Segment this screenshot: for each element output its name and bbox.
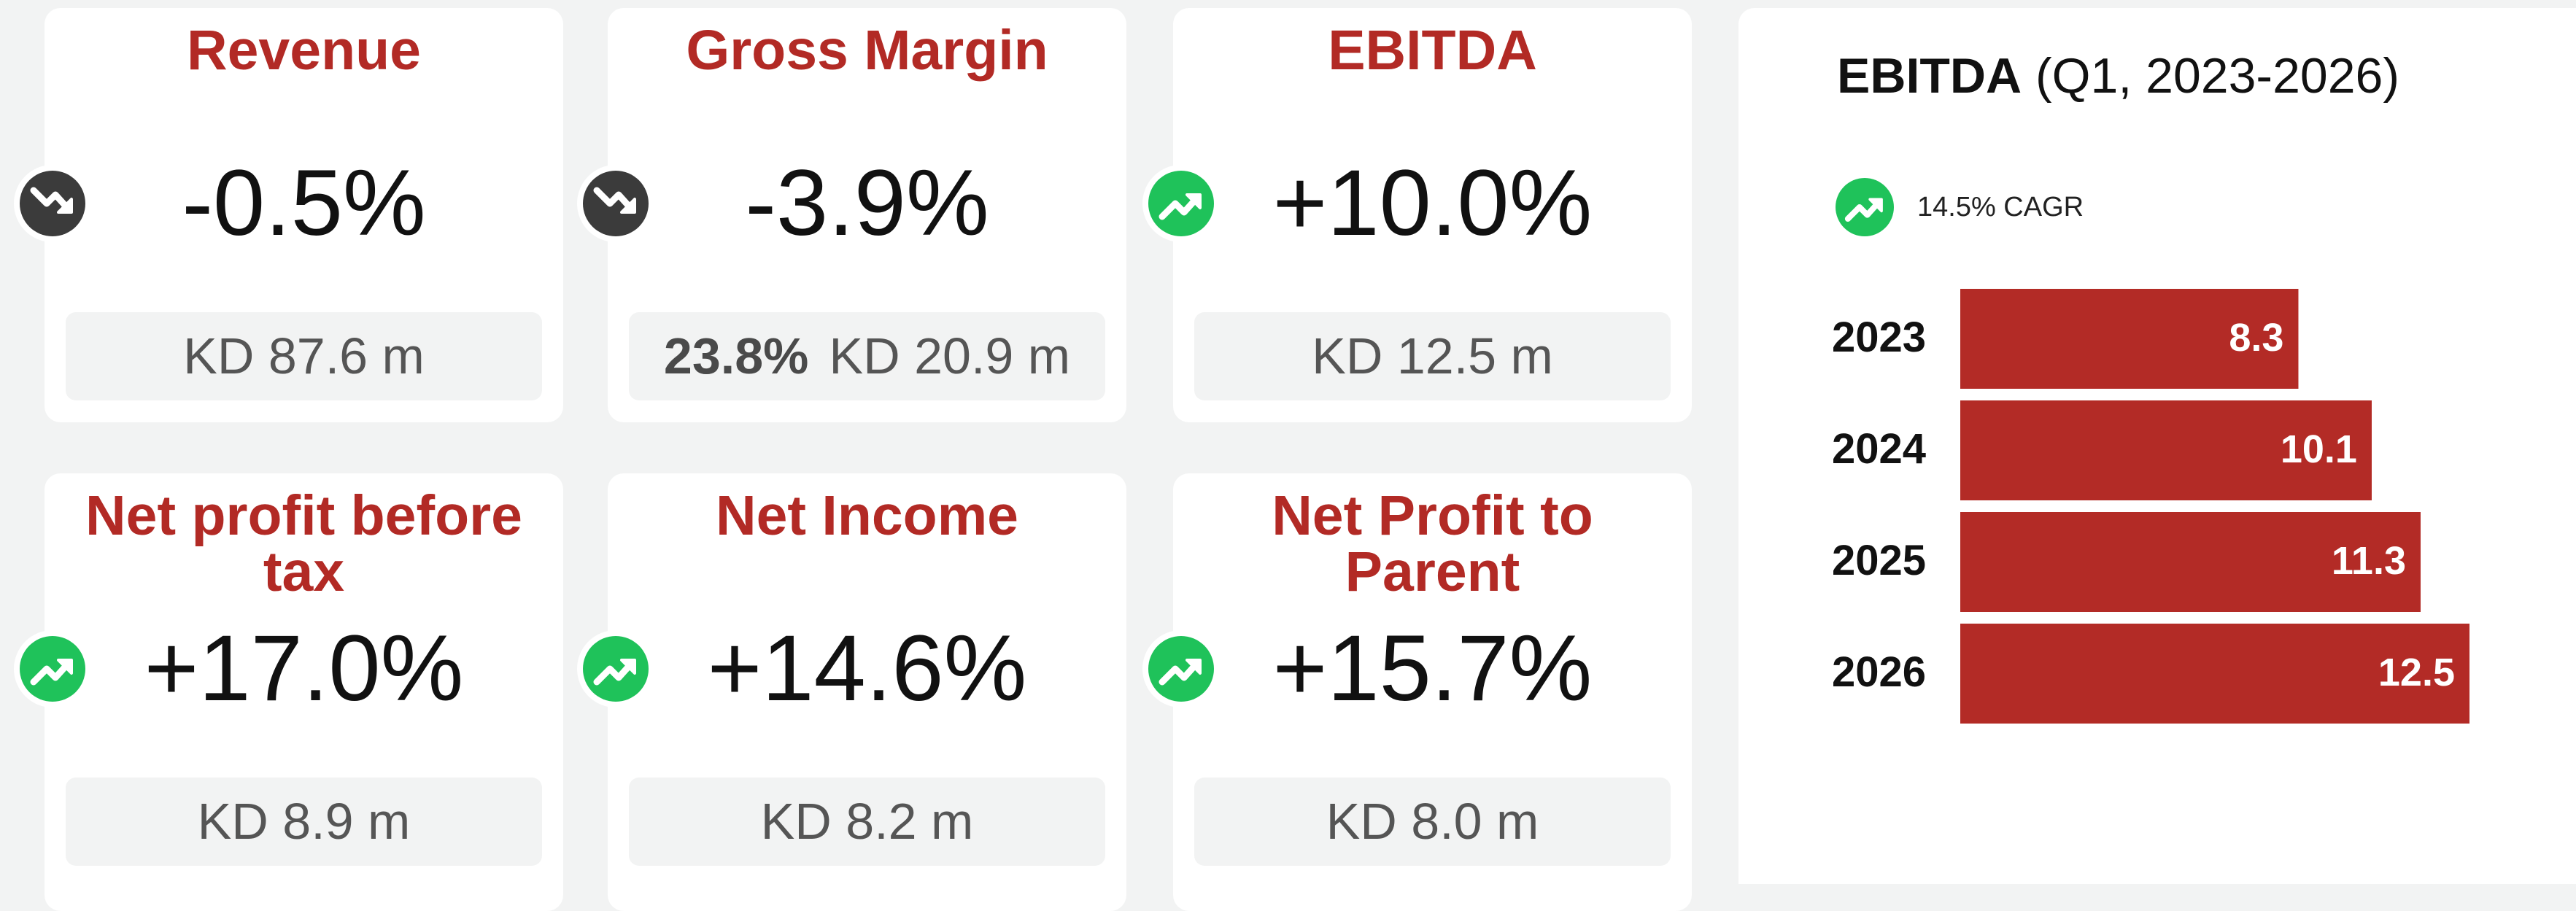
icon-arrowhead: [1185, 659, 1202, 675]
kpi-icon: [1142, 630, 1220, 708]
trend-icon: [1142, 630, 1220, 708]
trend-icon: [14, 165, 91, 242]
dashboard: Revenue -0.5% KD 87.6 m Gross Margin -3.9% 23…: [14, 8, 2576, 911]
kpi-value: +17.0%: [144, 616, 464, 721]
icon-arrow: [30, 187, 72, 213]
kpi-title: Net Profit to Parent: [1272, 484, 1593, 603]
trend-icon: [1142, 165, 1220, 242]
chart-title: EBITDA (Q1, 2023-2026): [1837, 48, 2399, 104]
icon-arrow: [593, 659, 635, 686]
icon-circle: [1836, 178, 1894, 236]
kpi-icon: [14, 630, 91, 708]
kpi-icon: [14, 165, 91, 242]
kpi-value: +10.0%: [1272, 151, 1593, 255]
icon-arrowhead: [1185, 193, 1202, 209]
icon-arrow: [1159, 194, 1201, 220]
kpi-value: -0.5%: [182, 151, 426, 255]
icon-circle: [583, 171, 649, 236]
kpi-detail-text: KD 8.0 m: [1326, 793, 1539, 850]
kpi-title: Gross Margin: [686, 19, 1048, 82]
kpi-icon: [1142, 165, 1220, 242]
trend-icon: [14, 630, 91, 708]
icon-arrow: [30, 659, 72, 686]
kpi-detail-bold: 23.8%: [663, 327, 809, 384]
chart-panel: EBITDA (Q1, 2023-2026) 14.5% CAGR 2023 8.…: [1738, 8, 2576, 884]
icon-circle: [1148, 171, 1214, 236]
icon-circle: [1148, 636, 1214, 702]
kpi-card: Net profit before tax +17.0% KD 8.9 m: [14, 473, 563, 911]
data-label: 12.5: [2378, 651, 2455, 694]
icon-arrowhead: [1868, 198, 1883, 213]
bar: [1960, 624, 2469, 724]
kpi-value: +14.6%: [707, 616, 1027, 721]
data-label: 8.3: [2229, 316, 2283, 360]
icon-arrow: [593, 187, 635, 213]
kpi-detail-text: KD 20.9 m: [829, 327, 1071, 384]
kpi-icon: [577, 165, 654, 242]
icon-circle: [583, 636, 649, 702]
trend-icon: [577, 165, 654, 242]
kpi-detail-text: KD 12.5 m: [1312, 327, 1553, 384]
chart-subtitle: (Q1, 2023-2026): [2035, 48, 2399, 104]
icon-arrowhead: [57, 659, 73, 675]
kpi-card: Revenue -0.5% KD 87.6 m: [14, 8, 563, 422]
kpi-icon: [577, 630, 654, 708]
kpi-card: Net Income +14.6% KD 8.2 m: [577, 473, 1126, 911]
chart-title-main: EBITDA: [1837, 48, 2022, 104]
kpi-detail: KD 87.6 m: [66, 312, 542, 400]
kpi-detail: KD 12.5 m: [1194, 312, 1671, 400]
icon-circle: [20, 171, 85, 236]
kpi-card: Gross Margin -3.9% 23.8% KD 20.9 m: [577, 8, 1126, 422]
bar: [1960, 289, 2299, 389]
kpi-title: Net profit before tax: [85, 484, 522, 603]
kpi-value: +15.7%: [1272, 616, 1593, 721]
icon-circle: [20, 636, 85, 702]
icon-arrowhead: [57, 198, 73, 214]
icon-arrowhead: [620, 659, 636, 675]
kpi-card: Net Profit to Parent +15.7% KD 8.0 m: [1142, 473, 1692, 911]
kpi-detail-text: KD 8.2 m: [760, 793, 974, 850]
kpi-title: Net Income: [715, 484, 1019, 547]
kpi-detail-text: KD 87.6 m: [183, 327, 425, 384]
kpi-title: Revenue: [187, 19, 421, 82]
kpi-value: -3.9%: [745, 151, 989, 255]
kpi-title: EBITDA: [1328, 19, 1537, 82]
kpi-detail-text: KD 8.9 m: [197, 793, 411, 850]
y-tick-label: 2025: [1832, 537, 1926, 584]
kpi-detail: 23.8% KD 20.9 m: [629, 312, 1105, 400]
icon-arrow: [1159, 659, 1201, 686]
bar: [1960, 512, 2421, 612]
y-tick-label: 2024: [1832, 425, 1926, 473]
y-tick-label: 2026: [1832, 648, 1926, 696]
icon-arrow: [1844, 198, 1882, 222]
kpi-detail: KD 8.9 m: [66, 778, 542, 866]
data-label: 11.3: [2332, 539, 2406, 583]
trend-icon: [577, 630, 654, 708]
kpi-detail: KD 8.0 m: [1194, 778, 1671, 866]
kpi-card: EBITDA +10.0% KD 12.5 m: [1142, 8, 1692, 422]
bar: [1960, 400, 2372, 500]
kpi-detail: KD 8.2 m: [629, 778, 1105, 866]
icon-arrowhead: [620, 198, 636, 214]
cagr-annotation: 14.5% CAGR: [1917, 192, 2084, 222]
y-tick-label: 2023: [1832, 314, 1926, 361]
data-label: 10.1: [2281, 427, 2357, 471]
trend-icon: [1836, 178, 1894, 236]
